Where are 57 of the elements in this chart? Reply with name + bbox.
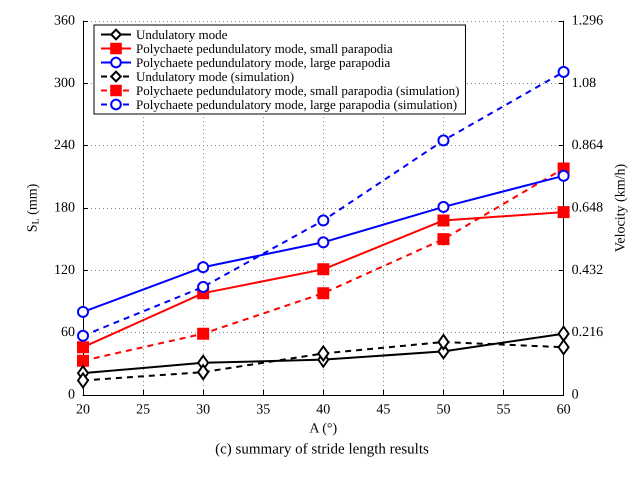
y2-tick-label: 0.648 bbox=[572, 200, 604, 216]
point bbox=[558, 170, 570, 182]
legend-label: Undulatory mode (simulation) bbox=[136, 69, 294, 84]
point bbox=[197, 280, 210, 293]
y-tick-label: 0 bbox=[68, 388, 75, 402]
point bbox=[558, 206, 570, 218]
y-tick-label: 300 bbox=[54, 76, 75, 91]
x-tick-label: 35 bbox=[256, 402, 270, 418]
point bbox=[558, 326, 570, 342]
point bbox=[558, 339, 570, 356]
point bbox=[317, 214, 330, 226]
point bbox=[77, 306, 89, 318]
point bbox=[197, 261, 210, 274]
legend-label: Undulatory mode bbox=[136, 27, 228, 42]
point bbox=[77, 354, 89, 367]
x-tick-label: 20 bbox=[76, 402, 90, 418]
point bbox=[77, 330, 89, 342]
x-tick-label: 40 bbox=[316, 402, 330, 418]
point bbox=[317, 287, 330, 300]
legend-label: Polychaete pedundulatory mode, large parapodia (simulation) bbox=[136, 97, 458, 112]
point bbox=[317, 263, 330, 276]
point bbox=[197, 364, 210, 380]
point bbox=[197, 328, 210, 340]
x-tick-label: 30 bbox=[196, 402, 210, 418]
y2-tick-label: 1.296 bbox=[572, 14, 604, 28]
y2-tick-label: 0.432 bbox=[572, 262, 604, 278]
point bbox=[437, 200, 450, 213]
x-tick-label: 55 bbox=[496, 402, 511, 418]
y-tick-label: 60 bbox=[61, 325, 75, 340]
y2-tick-label: 0.216 bbox=[572, 325, 604, 340]
y-tick-label: 360 bbox=[54, 14, 75, 28]
legend-label: Polychaete pedundulatory mode, large parapodia bbox=[136, 55, 390, 70]
point bbox=[558, 66, 570, 78]
y2-axis-title: Velocity (km/h) bbox=[614, 164, 628, 252]
x-tick-label: 50 bbox=[436, 402, 450, 418]
x-tick-label: 60 bbox=[556, 402, 571, 418]
point bbox=[317, 345, 330, 362]
y2-tick-label: 1.08 bbox=[572, 76, 596, 91]
y2-tick-label: 0 bbox=[572, 388, 579, 402]
y-tick-label: 240 bbox=[54, 138, 75, 154]
legend-label: Polychaete pedundulatory mode, small parapodia bbox=[136, 41, 393, 56]
point bbox=[437, 334, 450, 350]
point bbox=[437, 134, 450, 146]
point bbox=[77, 341, 89, 354]
point bbox=[317, 236, 330, 248]
x-axis-title: A (°) bbox=[309, 421, 338, 436]
y-tick-label: 120 bbox=[54, 262, 75, 278]
x-tick-label: 25 bbox=[136, 402, 150, 418]
x-tick-label: 45 bbox=[376, 402, 390, 418]
legend-label: Polychaete pedundulatory mode, small parapodia (simulation) bbox=[136, 83, 460, 98]
point bbox=[437, 214, 450, 226]
point bbox=[437, 233, 450, 246]
y-axis-title: SL (mm) bbox=[26, 183, 42, 232]
y2-tick-label: 0.864 bbox=[572, 138, 604, 154]
y-tick-label: 180 bbox=[54, 200, 75, 216]
text: (c) summary of stride length results bbox=[215, 442, 430, 458]
point bbox=[77, 372, 89, 388]
